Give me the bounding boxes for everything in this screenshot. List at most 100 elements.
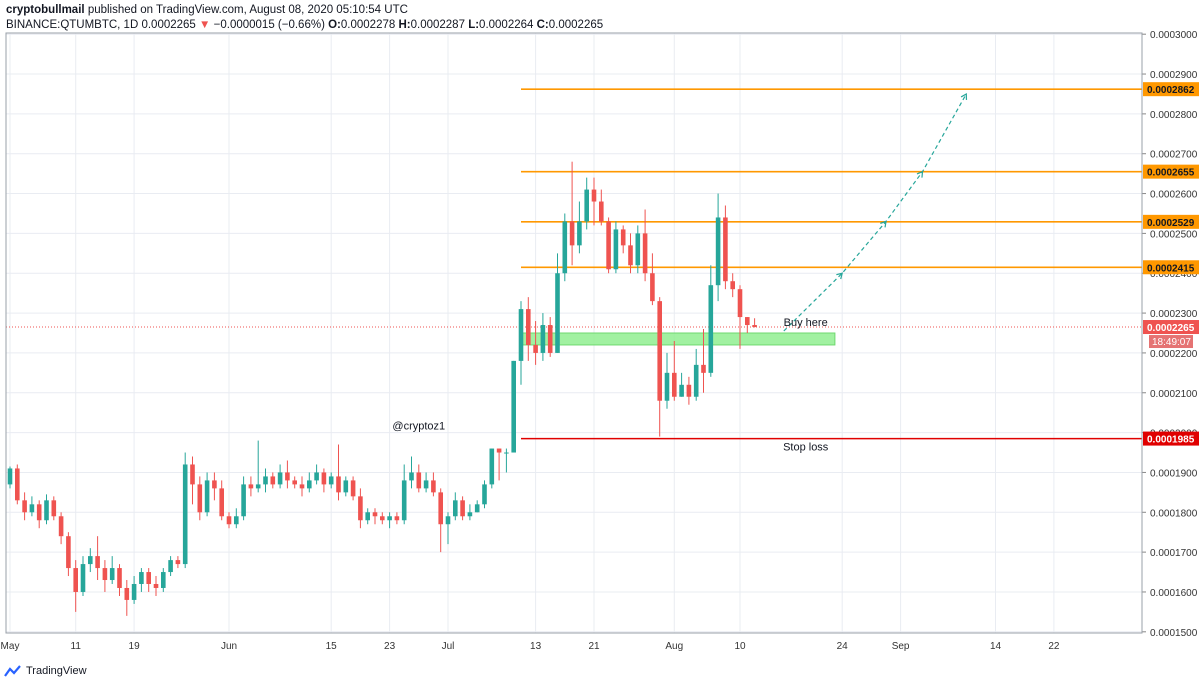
level-price-tag: [1143, 260, 1199, 275]
candle-body: [204, 480, 210, 513]
candle-body: [635, 233, 641, 266]
candle-body: [482, 484, 487, 505]
projection-arrowhead: [916, 170, 924, 178]
levels-layer: [6, 88, 1142, 440]
tradingview-logo-icon: [4, 665, 21, 677]
y-tick-label: 0.0001800: [1150, 508, 1198, 519]
candle-body: [365, 512, 370, 521]
candle-body: [109, 568, 115, 581]
candle-body: [190, 464, 195, 485]
candle-body: [255, 484, 261, 489]
open-label: O:: [328, 19, 341, 31]
candle-body: [372, 512, 378, 517]
candle-body: [139, 572, 144, 584]
candle-body: [153, 583, 159, 588]
candle-body: [584, 189, 589, 222]
candle-body: [15, 468, 20, 501]
candle-body: [474, 504, 480, 513]
candle-body: [416, 472, 422, 489]
x-tick-label: 14: [990, 641, 1002, 652]
plot-frame: [5, 32, 1143, 634]
candle-body: [569, 221, 575, 246]
axes-layer: 0.0001500 0.0001600 0.0001700 0.0001800 0.00…: [1, 30, 1199, 652]
candle-body: [380, 516, 385, 521]
candle-body: [328, 476, 334, 485]
level-price-label: 0.0002415: [1147, 263, 1195, 274]
candle-body: [131, 583, 137, 600]
level-price-label: 0.0002655: [1147, 168, 1195, 179]
candle-body: [577, 221, 582, 246]
candle-body: [226, 516, 232, 525]
countdown-label: 18:49:07: [1152, 337, 1191, 348]
candle-body: [102, 568, 108, 581]
candles-layer: [7, 161, 757, 616]
high-label: H:: [398, 19, 411, 31]
y-tick-label: 0.0002700: [1150, 150, 1198, 161]
projection-arrowhead: [880, 220, 887, 228]
candle-body: [285, 472, 290, 481]
projection-arrowhead: [960, 92, 968, 100]
chart-background: [0, 32, 1200, 664]
candle-body: [715, 217, 721, 286]
level-price-tag: [1143, 164, 1199, 179]
price-change: −0.0000015 (−0.66%): [213, 19, 325, 31]
y-tick-label: 0.0002900: [1150, 70, 1198, 81]
brand-name: TradingView: [26, 665, 87, 677]
x-tick-label: 24: [837, 641, 849, 652]
candle-body: [307, 480, 312, 489]
candle-body: [168, 560, 173, 573]
level-price-tag: [1143, 214, 1199, 229]
level-price-label: 0.0002862: [1147, 85, 1195, 96]
candle-body: [613, 229, 619, 270]
buy-zone-layer: [520, 332, 836, 346]
chart-annotation: Buy here: [784, 317, 828, 329]
candle-body: [336, 476, 341, 493]
countdown-tag: [1149, 335, 1193, 349]
candle-body: [394, 516, 400, 521]
y-tick-label: 0.0002500: [1150, 229, 1198, 240]
y-tick-label: 0.0002300: [1150, 309, 1198, 320]
candle-body: [547, 325, 553, 353]
candle-body: [197, 484, 203, 513]
candle-body: [657, 301, 662, 401]
candle-body: [212, 480, 217, 489]
current-price-label: 0.0002265: [1147, 323, 1195, 334]
candle-body: [752, 325, 757, 328]
candle-body: [358, 496, 363, 521]
candle-body: [650, 273, 655, 302]
candle-body: [533, 344, 538, 353]
x-tick-label: 15: [326, 641, 338, 652]
close-value: 0.0002265: [548, 19, 604, 31]
candle-body: [248, 484, 254, 489]
candle-body: [234, 516, 239, 525]
candle-body: [672, 372, 677, 397]
annotations-layer: Buy here Stop loss @cryptoz1: [392, 317, 828, 453]
candle-body: [723, 217, 728, 282]
candle-body: [511, 360, 516, 453]
candle-body: [299, 484, 305, 489]
candle-body: [599, 201, 604, 222]
y-tick-label: 0.0002200: [1150, 349, 1198, 360]
candle-body: [423, 480, 429, 489]
x-tick-label: 19: [129, 641, 141, 652]
candle-body: [73, 568, 78, 592]
candle-body: [562, 221, 568, 274]
candle-body: [321, 472, 327, 485]
level-price-tag: [1143, 82, 1199, 97]
current-price-tag: [1143, 320, 1199, 335]
candle-body: [701, 364, 706, 373]
candle-body: [182, 464, 188, 565]
x-tick-label: Aug: [665, 641, 683, 652]
grid-layer: [6, 33, 1142, 633]
candle-body: [117, 568, 122, 588]
buy-zone: [520, 332, 836, 346]
low-value: 0.0002264: [479, 19, 534, 31]
x-tick-label: Jun: [221, 641, 237, 652]
tradingview-watermark[interactable]: TradingView: [4, 664, 87, 678]
candle-body: [343, 480, 349, 493]
author-name[interactable]: cryptobullmail: [6, 4, 85, 16]
level-price-tag: [1143, 431, 1199, 446]
candle-body: [540, 325, 546, 353]
